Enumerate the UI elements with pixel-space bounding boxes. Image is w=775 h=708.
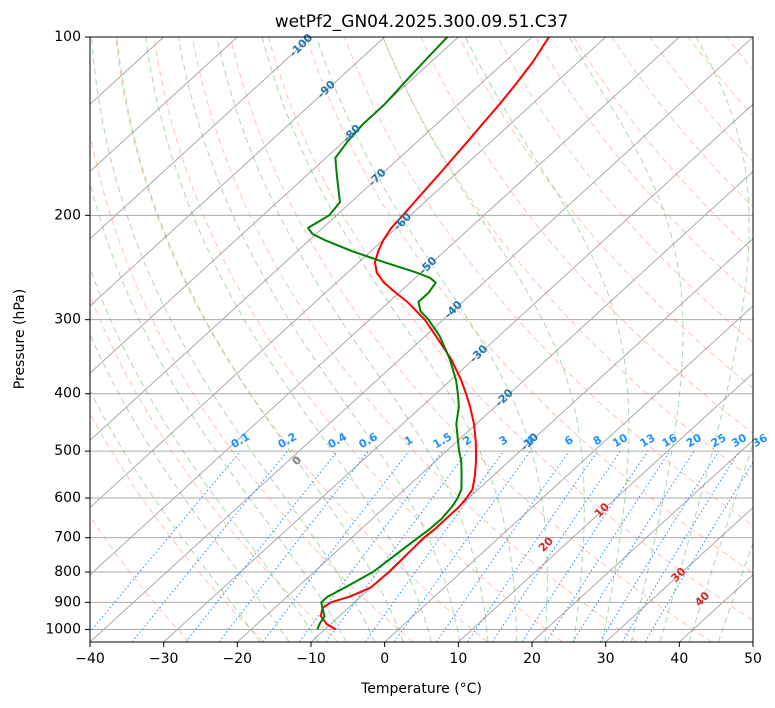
dewpoint-trace [307,37,463,630]
dry-adiabat-line [90,412,264,642]
axes: −40 −30 −20 −10 0 10 20 30 40 50 100 200 300 400 500 60… [45,29,762,667]
x-tick-label: −40 [75,651,105,667]
x-tick-label: 40 [670,651,688,667]
isotherm-line [605,506,753,642]
plot-area [90,37,753,642]
isotherm-line [163,103,753,642]
x-tick-label: 50 [744,651,762,667]
dry-adiabat-line [90,131,414,642]
y-tick-label: 500 [54,443,81,459]
y-tick-label: 400 [54,386,81,402]
moist-adiabat-line [568,37,684,642]
mixing-ratio-line [185,450,338,642]
moist-adiabat-line [145,37,432,642]
plot-frame [89,36,754,643]
y-axis-label: Pressure (hPa) [12,289,28,389]
dry-adiabat-line [90,515,190,642]
moist-adiabat-line [688,442,753,642]
moist-adiabat-line [177,37,461,642]
isotherm-line [90,37,680,576]
isotherm-line [457,372,753,642]
chart-title: wetPf2_GN04.2025.300.09.51.C37 [275,12,569,32]
mixing-ratio-line [545,450,671,642]
x-tick-label: −10 [296,651,326,667]
x-axis-label: Temperature (°C) [360,681,482,697]
x-tick-label: 0 [380,651,389,667]
line-labels: -100-90-80-70-60-50-40-30-20-100.1 0.2 0.4… [229,31,770,609]
isotherm-line [90,37,312,240]
isotherm-line [90,37,238,173]
dry-adiabat-line [535,37,753,298]
y-tick-label: 200 [54,207,81,223]
moist-adiabat-line [261,37,517,642]
x-tick-label: 30 [597,651,615,667]
moist-adiabat-line [90,333,290,642]
y-tick-label: 900 [54,594,81,610]
y-tick-label: 1000 [45,621,81,637]
mixing-ratio-line [262,450,410,642]
y-tick-label: 100 [54,29,81,45]
temperature-trace [319,37,550,631]
moist-adiabat-line [717,541,753,642]
dry-adiabat-line [191,37,638,642]
moist-adiabat-line [90,389,261,642]
isotherm-line [384,305,753,642]
mixing-ratio-line [521,450,649,642]
mixing-ratio-line [621,450,740,642]
mixing-ratio-line [364,450,505,642]
isotherm-line [90,37,386,307]
mixing-ratio-line [131,450,288,642]
dry-adiabat-line [229,37,712,642]
moist-adiabat-line [116,37,404,642]
isotherm-line [90,37,533,442]
moist-adiabat-line [90,180,347,642]
dry-adiabat-line [153,37,563,642]
dry-adiabat-line [496,37,753,344]
mixing-ratio-line [467,450,599,642]
y-tick-label: 800 [54,564,81,580]
moist-adiabat-line [382,37,585,642]
mixing-ratio-line [393,450,531,642]
x-tick-label: −20 [223,651,253,667]
isotherm-line [90,37,607,509]
dry-adiabat-line [268,37,753,622]
x-tick-label: −30 [149,651,179,667]
isotherm-line [531,439,753,642]
moist-adiabat-line [91,37,376,642]
moist-adiabat-line [216,37,489,642]
mixing-ratio-line [491,450,621,642]
dry-adiabat-line [382,37,753,481]
moist-adiabat-line [315,37,548,642]
mixing-ratio-line [298,450,444,642]
x-tick-label: 20 [523,651,541,667]
isotherm-line [90,37,459,374]
moist-adiabat-line [90,266,319,642]
moist-adiabat-line [465,37,630,642]
moist-adiabat-line [659,37,750,642]
mixing-ratio-line [572,450,695,642]
y-tick-label: 700 [54,530,81,546]
y-tick-label: 300 [54,312,81,328]
dry-adiabat-line [115,37,488,642]
isotherm-line [90,37,753,642]
mixing-ratio-line [90,450,242,633]
x-tick-label: 10 [449,651,467,667]
y-tick-label: 600 [54,490,81,506]
dry-adiabat-line [344,37,753,527]
mixing-ratio-line [436,450,570,642]
isotherm-line [236,170,753,642]
